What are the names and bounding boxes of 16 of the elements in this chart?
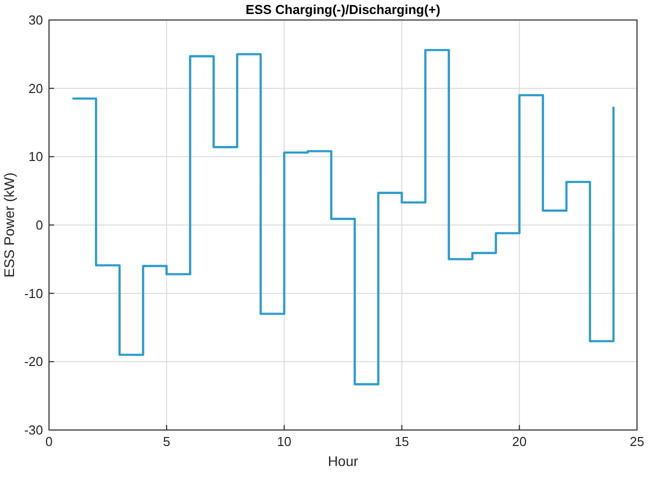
x-axis-title: Hour <box>328 453 359 469</box>
y-tick-label: 30 <box>28 12 43 28</box>
y-tick-label: 0 <box>36 218 43 232</box>
y-tick-label: -30 <box>24 422 43 438</box>
y-tick-label: -20 <box>24 354 43 370</box>
x-tick-label: 20 <box>512 434 527 449</box>
x-tick-label: 10 <box>276 434 292 449</box>
x-tick-label: 15 <box>394 434 410 449</box>
x-tick-label: 0 <box>45 434 53 449</box>
y-tick-label: 20 <box>28 80 43 96</box>
x-tick-label: 25 <box>630 434 644 449</box>
chart-title: ESS Charging(-)/Discharging(+) <box>246 2 440 17</box>
y-tick-label: 10 <box>28 149 43 164</box>
y-tick-label: -10 <box>24 286 43 301</box>
y-axis-title: ESS Power (kW) <box>1 172 17 278</box>
x-tick-label: 5 <box>162 434 170 449</box>
